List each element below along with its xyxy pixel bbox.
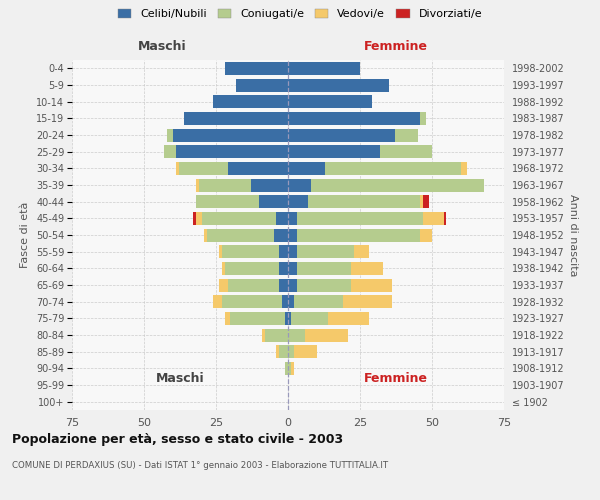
Bar [262,328,265,342]
Bar [184,112,288,125]
Bar [305,328,349,342]
Bar [288,328,305,342]
Text: Femmine: Femmine [364,372,428,385]
Bar [227,278,280,291]
Bar [176,162,179,175]
Bar [291,362,294,375]
Bar [328,312,368,325]
Bar [288,145,380,158]
Bar [288,212,296,225]
Bar [424,212,443,225]
Bar [461,162,467,175]
Bar [288,162,325,175]
Bar [288,278,296,291]
Bar [443,212,446,225]
Bar [296,212,424,225]
Bar [222,245,280,258]
Text: Maschi: Maschi [155,372,205,385]
Bar [213,95,288,108]
Bar [205,228,208,241]
Bar [196,195,259,208]
Bar [167,128,173,141]
Bar [280,245,288,258]
Bar [296,262,352,275]
Bar [288,295,294,308]
Bar [280,345,288,358]
Text: Popolazione per età, sesso e stato civile - 2003: Popolazione per età, sesso e stato civil… [12,432,343,446]
Bar [288,362,291,375]
Bar [173,128,288,141]
Bar [193,212,196,225]
Bar [343,295,392,308]
Y-axis label: Anni di nascita: Anni di nascita [568,194,578,276]
Bar [296,228,421,241]
Bar [311,178,484,192]
Bar [213,295,222,308]
Bar [288,245,296,258]
Bar [202,212,277,225]
Bar [288,345,294,358]
Bar [199,178,251,192]
Bar [288,95,371,108]
Bar [296,278,352,291]
Bar [196,212,202,225]
Bar [380,145,432,158]
Bar [421,195,424,208]
Bar [224,62,288,75]
Bar [288,178,311,192]
Bar [288,228,296,241]
Bar [354,245,368,258]
Bar [196,178,199,192]
Bar [285,362,288,375]
Bar [288,128,395,141]
Bar [251,178,288,192]
Bar [219,245,222,258]
Legend: Celibi/Nubili, Coniugati/e, Vedovi/e, Divorziati/e: Celibi/Nubili, Coniugati/e, Vedovi/e, Di… [115,6,485,22]
Bar [277,212,288,225]
Bar [296,245,354,258]
Bar [176,145,288,158]
Bar [424,195,429,208]
Bar [227,162,288,175]
Bar [288,195,308,208]
Bar [224,262,280,275]
Bar [288,312,291,325]
Bar [277,345,280,358]
Bar [288,262,296,275]
Text: COMUNE DI PERDAXIUS (SU) - Dati ISTAT 1° gennaio 2003 - Elaborazione TUTTITALIA.: COMUNE DI PERDAXIUS (SU) - Dati ISTAT 1°… [12,460,388,469]
Bar [308,195,421,208]
Bar [265,328,288,342]
Bar [395,128,418,141]
Bar [259,195,288,208]
Bar [219,278,227,291]
Bar [288,112,421,125]
Bar [421,112,426,125]
Bar [280,262,288,275]
Bar [222,262,224,275]
Text: Maschi: Maschi [137,40,187,52]
Bar [230,312,285,325]
Bar [291,312,328,325]
Bar [325,162,461,175]
Bar [294,295,343,308]
Text: Femmine: Femmine [364,40,428,52]
Bar [288,62,360,75]
Bar [280,278,288,291]
Bar [208,228,274,241]
Bar [421,228,432,241]
Bar [179,162,227,175]
Bar [294,345,317,358]
Bar [288,78,389,92]
Bar [352,262,383,275]
Bar [164,145,176,158]
Bar [224,312,230,325]
Bar [236,78,288,92]
Bar [222,295,282,308]
Y-axis label: Fasce di età: Fasce di età [20,202,31,268]
Bar [285,312,288,325]
Bar [282,295,288,308]
Bar [274,228,288,241]
Bar [352,278,392,291]
